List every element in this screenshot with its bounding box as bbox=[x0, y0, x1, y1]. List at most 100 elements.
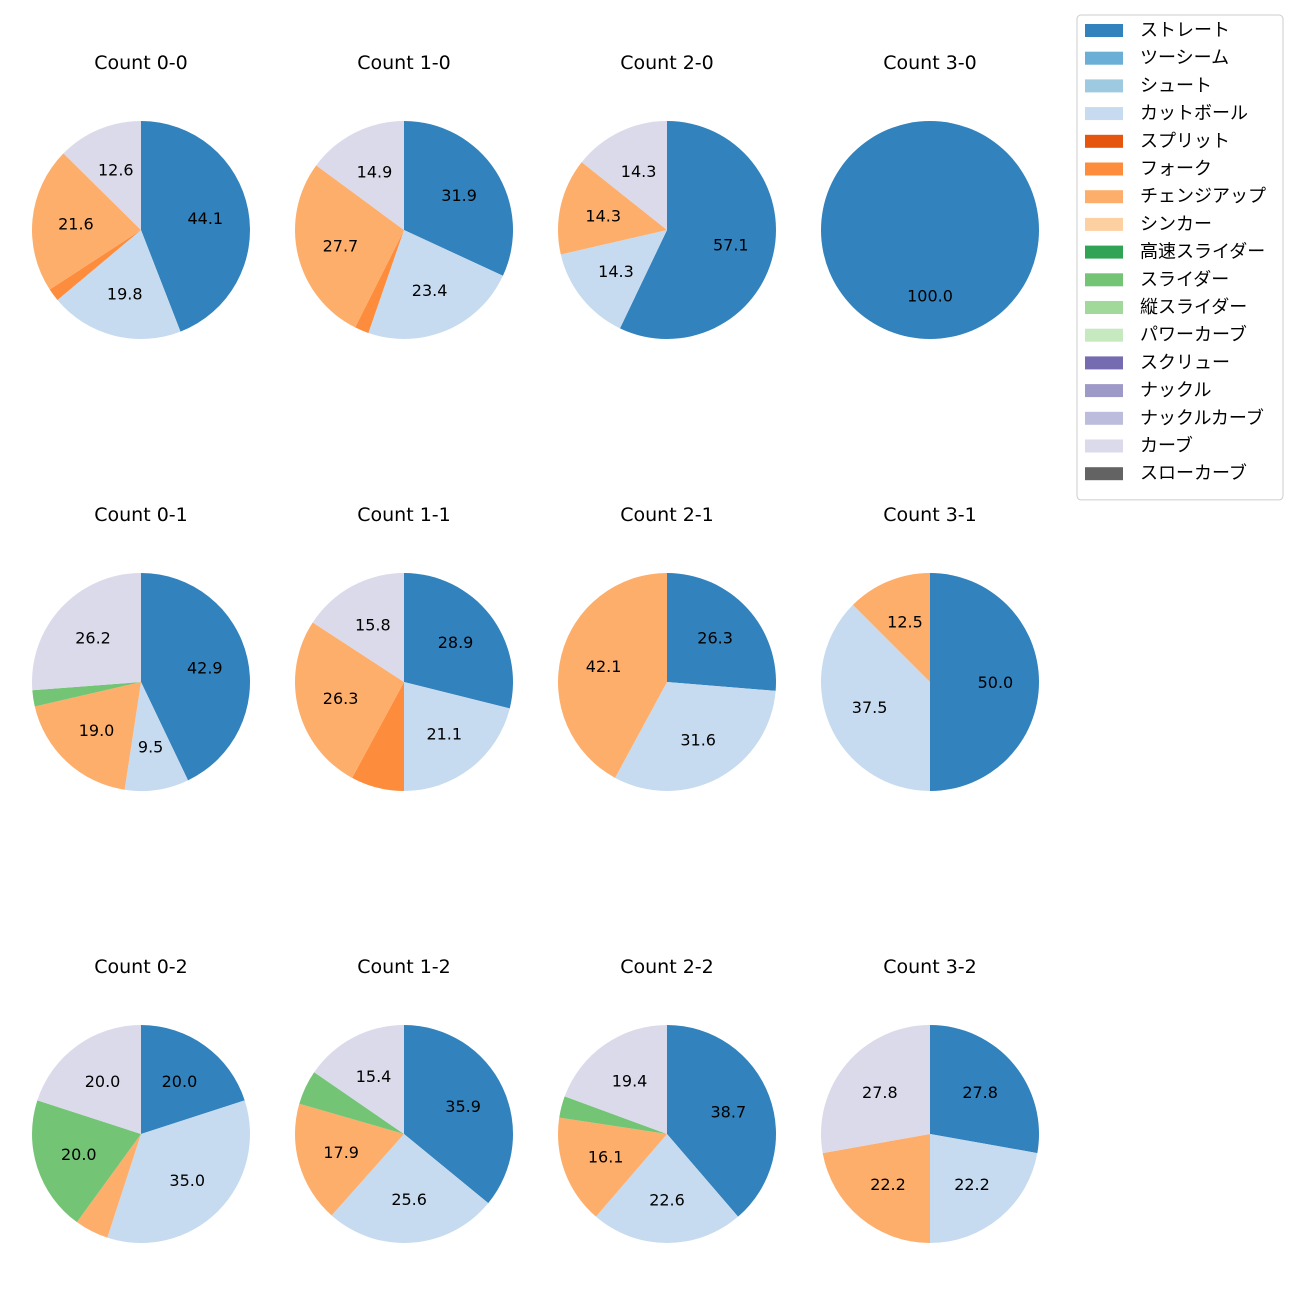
pie-slice bbox=[564, 1025, 667, 1134]
pie-chart: Count 3-1 50.0 37.5 12.5 bbox=[820, 504, 1039, 791]
chart-title: Count 2-1 bbox=[620, 504, 714, 526]
legend-item: ツーシーム bbox=[1085, 48, 1229, 69]
slice-label: 57.1 bbox=[713, 235, 749, 254]
pie-slice bbox=[63, 121, 141, 230]
legend-swatch bbox=[1085, 273, 1123, 287]
legend-swatch bbox=[1085, 51, 1123, 65]
legend-item: スクリュー bbox=[1085, 352, 1230, 373]
pie-slice bbox=[558, 162, 667, 255]
chart-title: Count 2-2 bbox=[620, 956, 714, 978]
slice-label: 25.6 bbox=[391, 1190, 427, 1209]
pie-slice bbox=[34, 682, 141, 790]
slice-label: 42.9 bbox=[187, 659, 223, 678]
legend-label: シンカー bbox=[1140, 214, 1212, 235]
chart-title: Count 3-1 bbox=[883, 504, 977, 526]
pie-chart: Count 3-2 27.8 22.2 22.2 27.8 bbox=[820, 956, 1040, 1243]
legend: ストレートツーシームシュートカットボールスプリットフォークチェンジアップシンカー… bbox=[1076, 14, 1284, 501]
slice-label: 14.3 bbox=[598, 262, 634, 281]
chart-title: Count 0-0 bbox=[94, 52, 188, 74]
chart-title: Count 3-2 bbox=[883, 956, 977, 978]
pie-slice bbox=[294, 1103, 404, 1216]
legend-item: ナックルカーブ bbox=[1085, 407, 1264, 429]
pie-slice bbox=[294, 622, 404, 778]
slice-label: 14.9 bbox=[357, 163, 393, 182]
slice-label: 19.8 bbox=[107, 284, 143, 303]
legend-swatch bbox=[1085, 467, 1123, 481]
slice-label: 22.6 bbox=[649, 1190, 685, 1209]
legend-label: パワーカーブ bbox=[1140, 324, 1247, 346]
legend-item: カットボール bbox=[1085, 103, 1248, 124]
legend-label: ストレート bbox=[1140, 20, 1230, 41]
pie-chart: Count 2-0 57.1 14.3 14.3 14.3 bbox=[558, 52, 776, 339]
slice-label: 38.7 bbox=[711, 1102, 747, 1121]
legend-item: パワーカーブ bbox=[1085, 324, 1247, 346]
slice-label: 14.3 bbox=[585, 207, 621, 226]
pie-slice bbox=[76, 1134, 141, 1238]
legend-swatch bbox=[1085, 439, 1123, 453]
slice-label: 14.3 bbox=[621, 162, 657, 181]
slice-label: 19.4 bbox=[612, 1071, 648, 1090]
legend-swatch bbox=[1085, 328, 1123, 342]
pie-slice bbox=[299, 1072, 404, 1134]
pie-slice bbox=[141, 1025, 245, 1134]
slice-label: 22.2 bbox=[954, 1175, 990, 1194]
slice-label: 27.8 bbox=[862, 1083, 898, 1102]
legend-swatch bbox=[1085, 411, 1123, 425]
pie-slice bbox=[820, 604, 930, 791]
legend-label: シュート bbox=[1140, 75, 1212, 96]
legend-swatch bbox=[1085, 245, 1123, 259]
legend-swatch bbox=[1085, 384, 1123, 398]
legend-frame bbox=[1076, 14, 1284, 501]
legend-label: スライダー bbox=[1140, 269, 1229, 290]
slice-label: 20.0 bbox=[85, 1072, 121, 1091]
slice-label: 35.0 bbox=[169, 1171, 205, 1190]
slice-label: 12.5 bbox=[887, 613, 923, 632]
legend-swatch bbox=[1085, 301, 1123, 314]
slice-label: 50.0 bbox=[978, 673, 1014, 692]
slice-label: 22.2 bbox=[870, 1175, 906, 1194]
pie-slice bbox=[31, 1100, 142, 1223]
slice-label: 26.3 bbox=[697, 629, 733, 648]
legend-item: ナックル bbox=[1085, 380, 1211, 401]
pie-slice bbox=[930, 1134, 1038, 1243]
slice-label: 26.3 bbox=[323, 689, 359, 708]
slice-label: 16.1 bbox=[588, 1148, 624, 1167]
legend-label: ナックルカーブ bbox=[1140, 407, 1264, 429]
pie-slice bbox=[595, 1134, 739, 1243]
slice-label: 12.6 bbox=[98, 161, 134, 180]
legend-label: ナックル bbox=[1140, 380, 1211, 401]
slice-label: 42.1 bbox=[586, 657, 622, 676]
legend-label: フォーク bbox=[1140, 159, 1212, 180]
pie-slice bbox=[31, 153, 141, 290]
legend-item: スローカーブ bbox=[1085, 462, 1247, 484]
slice-label: 44.1 bbox=[187, 209, 223, 228]
slice-label: 28.9 bbox=[438, 633, 474, 652]
pie-slice bbox=[619, 121, 776, 339]
pie-chart: Count 0-0 44.1 19.8 21.6 12.6 bbox=[31, 52, 251, 340]
legend-item: フォーク bbox=[1085, 159, 1212, 180]
legend-swatch bbox=[1085, 190, 1123, 204]
pie-slice bbox=[32, 573, 142, 691]
pie-slice bbox=[559, 1096, 667, 1134]
pie-slice bbox=[667, 1025, 776, 1217]
charts-layer: Count 0-0 44.1 19.8 21.6 12.6 Count 1-0 31.9 23… bbox=[31, 52, 1040, 1244]
slice-label: 31.6 bbox=[680, 731, 716, 750]
legend-item: チェンジアップ bbox=[1085, 186, 1266, 207]
legend-label: スプリット bbox=[1140, 131, 1230, 152]
pie-slice bbox=[352, 682, 404, 791]
slice-label: 21.1 bbox=[426, 725, 462, 744]
legend-label: チェンジアップ bbox=[1140, 186, 1266, 207]
pie-chart: Count 0-2 20.0 35.0 20.0 20.0 bbox=[31, 956, 250, 1243]
pie-chart: Count 2-1 26.3 31.6 42.1 bbox=[558, 504, 777, 791]
slice-label: 37.5 bbox=[852, 698, 888, 717]
chart-title: Count 1-1 bbox=[357, 504, 451, 526]
slice-label: 17.9 bbox=[323, 1143, 359, 1162]
slice-label: 20.0 bbox=[162, 1072, 198, 1091]
chart-title: Count 2-0 bbox=[620, 52, 714, 74]
chart-title: Count 1-0 bbox=[357, 52, 451, 74]
pie-slice bbox=[667, 573, 777, 691]
pie-slice bbox=[316, 121, 404, 230]
legend-item: 高速スライダー bbox=[1085, 242, 1265, 263]
pie-slice bbox=[820, 1025, 930, 1154]
pie-slice bbox=[560, 230, 667, 329]
